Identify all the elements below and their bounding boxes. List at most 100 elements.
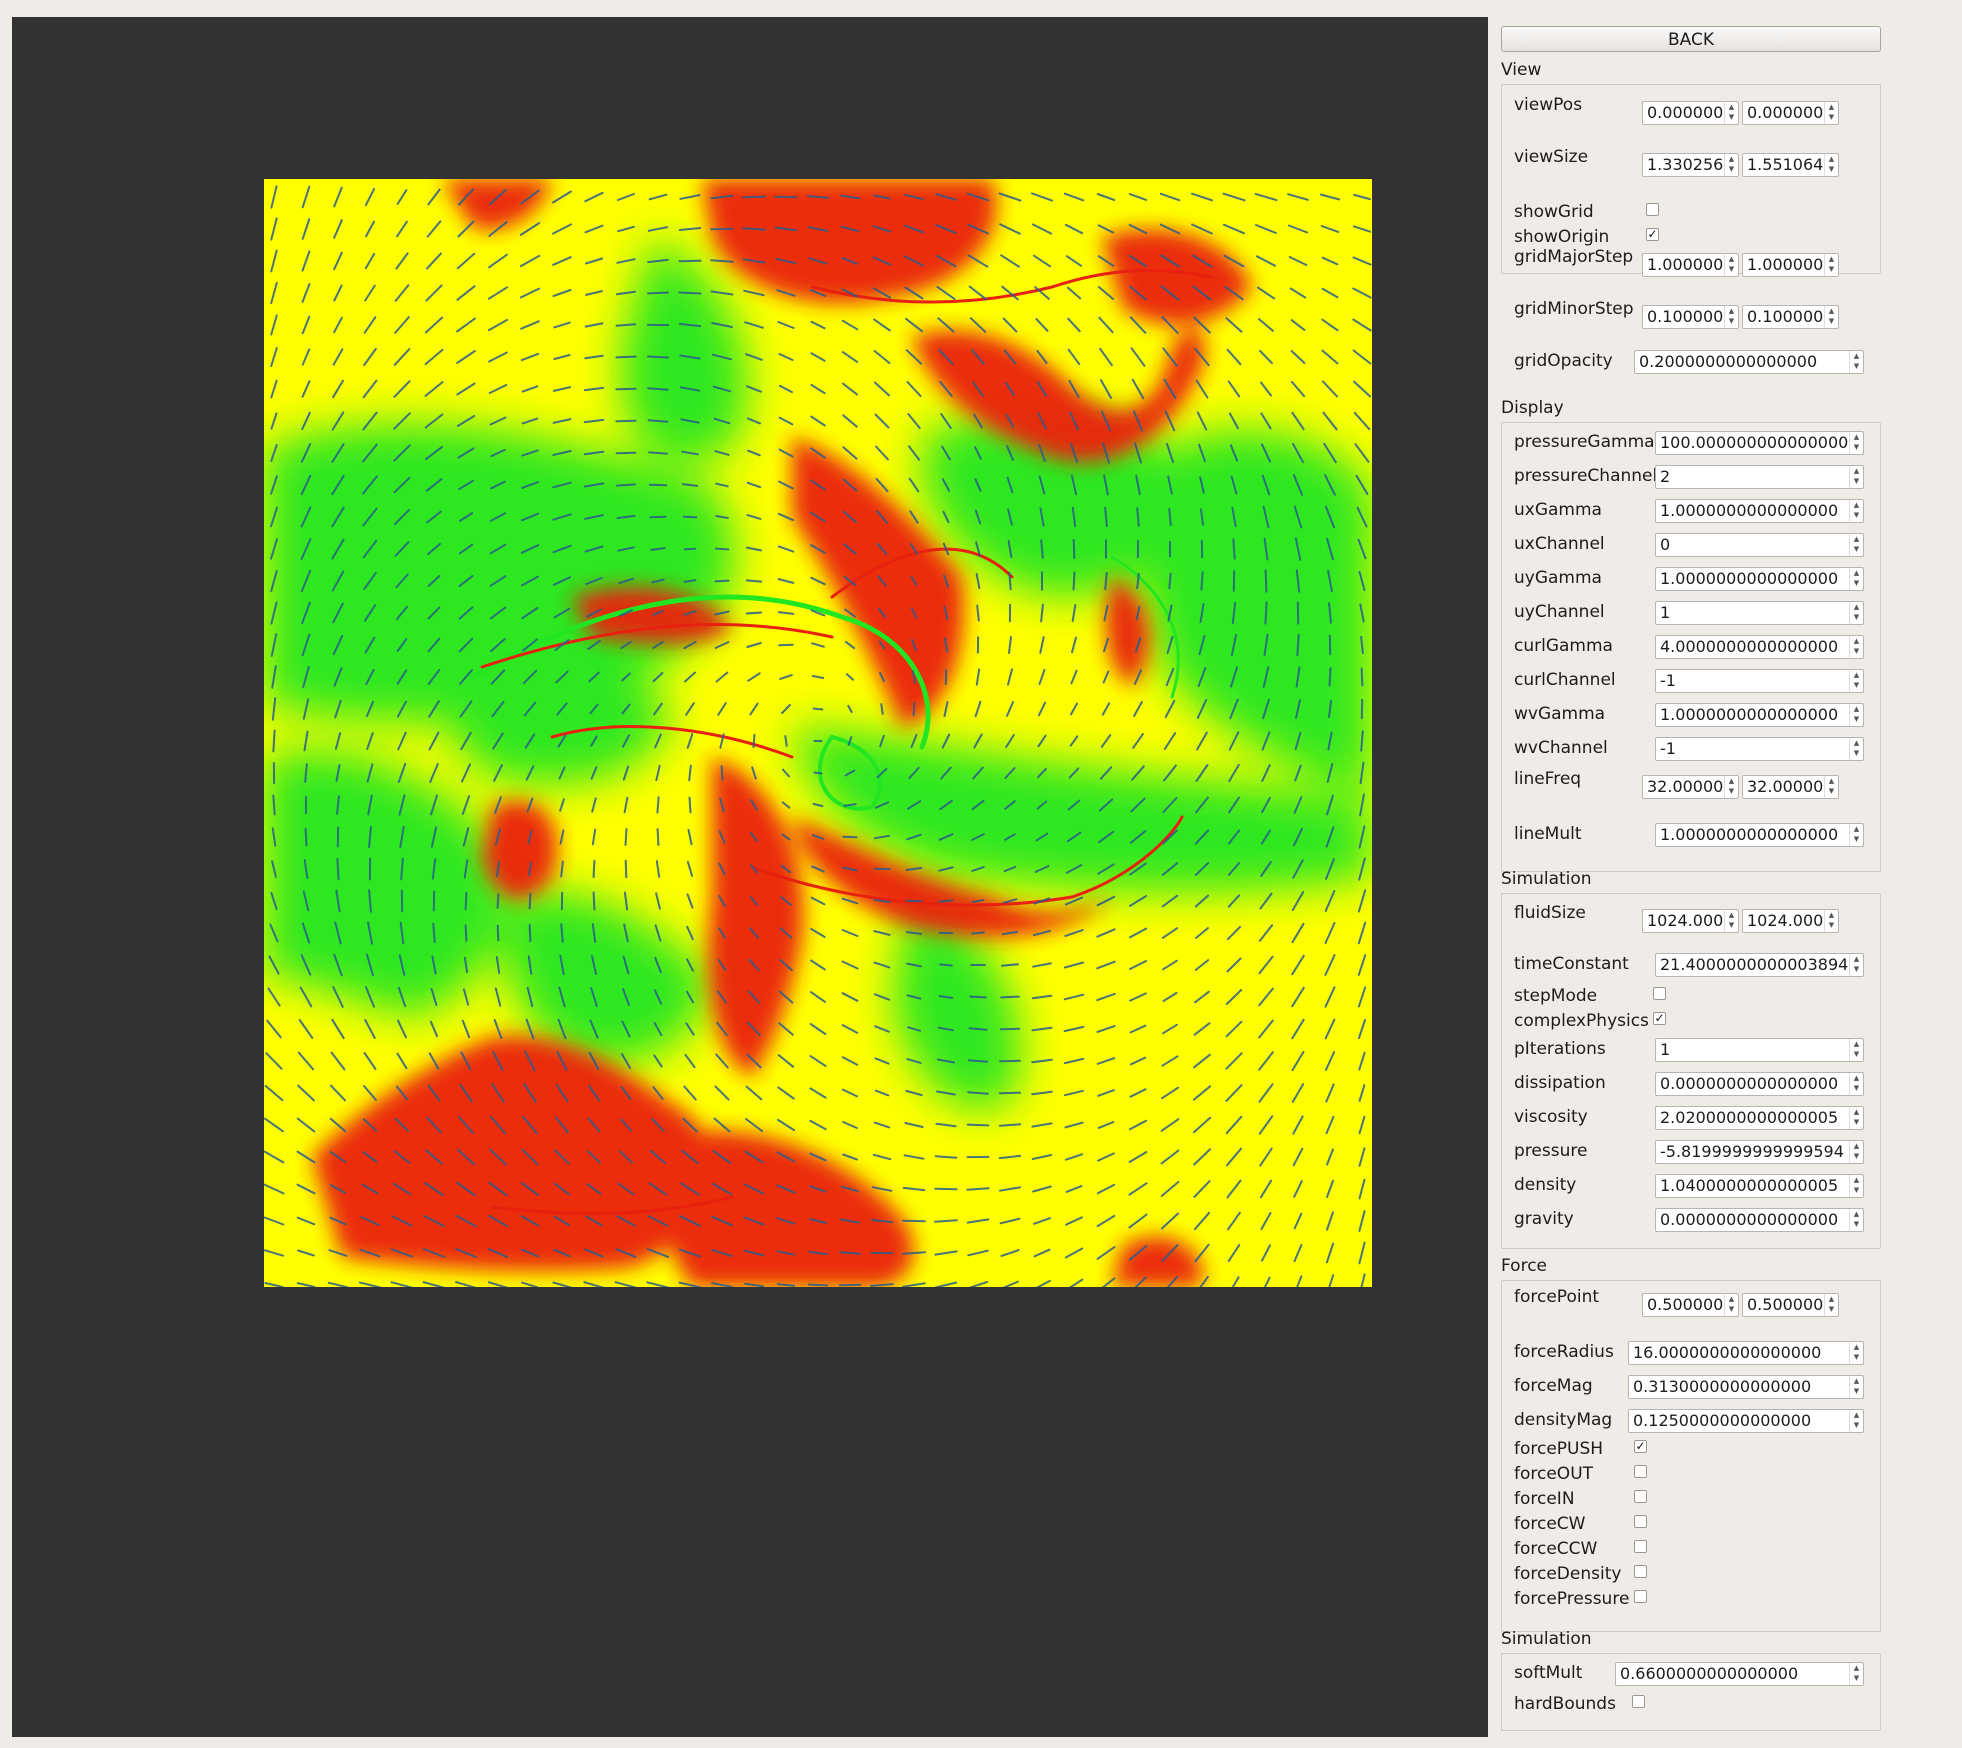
- spin-arrows-icon[interactable]: ▲ ▼: [1849, 1376, 1863, 1398]
- showGrid-checkbox[interactable]: [1646, 203, 1659, 216]
- spin-arrows-icon[interactable]: ▲ ▼: [1849, 1141, 1863, 1163]
- spin-arrows-icon[interactable]: ▲ ▼: [1849, 1663, 1863, 1685]
- lineMult-spinbox[interactable]: 1.0000000000000000 ▲ ▼: [1655, 823, 1864, 847]
- spin-arrows-icon[interactable]: ▲ ▼: [1724, 306, 1738, 328]
- showOrigin-checkbox[interactable]: ✓: [1646, 227, 1659, 241]
- spin-arrows-icon[interactable]: ▲ ▼: [1724, 154, 1738, 176]
- stepMode-checkbox[interactable]: [1653, 987, 1666, 1000]
- spin-arrows-icon[interactable]: ▲ ▼: [1824, 306, 1838, 328]
- spin-arrows-icon[interactable]: ▲ ▼: [1824, 102, 1838, 124]
- hardBounds-checkbox[interactable]: [1632, 1695, 1645, 1708]
- forceOUT-checkbox[interactable]: [1634, 1465, 1647, 1478]
- gridOpacity-spinbox[interactable]: 0.2000000000000000 ▲ ▼: [1634, 350, 1864, 374]
- spin-arrows-icon[interactable]: ▲ ▼: [1849, 568, 1863, 590]
- spin-arrows-icon[interactable]: ▲ ▼: [1824, 1294, 1838, 1316]
- curlGamma-spinbox[interactable]: 4.0000000000000000 ▲ ▼: [1655, 635, 1864, 659]
- spin-arrows-icon[interactable]: ▲ ▼: [1849, 534, 1863, 556]
- timeConstant-spinbox[interactable]: 21.4000000000003894 ▲ ▼: [1655, 953, 1864, 977]
- wvChannel-spinbox[interactable]: -1 ▲ ▼: [1655, 737, 1864, 761]
- uyChannel-spinbox[interactable]: 1 ▲ ▼: [1655, 601, 1864, 625]
- uxChannel-spinbox[interactable]: 0 ▲ ▼: [1655, 533, 1864, 557]
- spin-arrows-icon[interactable]: ▲ ▼: [1849, 1107, 1863, 1129]
- row-forceIN: forceIN: [1502, 1486, 1880, 1514]
- spin-arrows-icon[interactable]: ▲ ▼: [1849, 704, 1863, 726]
- pIterations-spinbox[interactable]: 1 ▲ ▼: [1655, 1038, 1864, 1062]
- gravity-spinbox[interactable]: 0.0000000000000000 ▲ ▼: [1655, 1208, 1864, 1232]
- uyGamma-spinbox[interactable]: 1.0000000000000000 ▲ ▼: [1655, 567, 1864, 591]
- forceDensity-checkbox[interactable]: [1634, 1565, 1647, 1578]
- wvGamma-spinbox[interactable]: 1.0000000000000000 ▲ ▼: [1655, 703, 1864, 727]
- spin-arrows-icon[interactable]: ▲ ▼: [1724, 254, 1738, 276]
- forcePUSH-checkbox[interactable]: ✓: [1634, 1439, 1647, 1453]
- spin-arrows-icon[interactable]: ▲ ▼: [1849, 500, 1863, 522]
- spin-arrows-icon[interactable]: ▲ ▼: [1824, 910, 1838, 932]
- spin-arrows-icon[interactable]: ▲ ▼: [1849, 824, 1863, 846]
- forcePressure-checkbox[interactable]: [1634, 1590, 1647, 1603]
- spin-arrows-icon[interactable]: ▲ ▼: [1849, 1175, 1863, 1197]
- spin-arrows-icon[interactable]: ▲ ▼: [1724, 102, 1738, 124]
- spin-arrows-icon[interactable]: ▲ ▼: [1849, 1209, 1863, 1231]
- spin-arrows-icon[interactable]: ▲ ▼: [1849, 1073, 1863, 1095]
- spin-arrows-icon[interactable]: ▲ ▼: [1849, 1039, 1863, 1061]
- settings-panel: BACK View viewPos 0.000000 ▲ ▼ 0.000000 ▲ ▼ view…: [1495, 0, 1962, 1748]
- simulation-viewport[interactable]: [12, 17, 1488, 1737]
- spin-arrows-icon[interactable]: ▲ ▼: [1849, 351, 1863, 373]
- group-title-simulation: Simulation: [1501, 869, 1592, 889]
- spin-arrows-icon[interactable]: ▲ ▼: [1824, 154, 1838, 176]
- gridMinorStep-x-spinbox[interactable]: 0.100000 ▲ ▼: [1642, 305, 1739, 329]
- spin-arrows-icon[interactable]: ▲ ▼: [1849, 670, 1863, 692]
- back-button[interactable]: BACK: [1501, 26, 1881, 52]
- viewPos-y-spinbox[interactable]: 0.000000 ▲ ▼: [1742, 101, 1839, 125]
- viewSize-x-spinbox[interactable]: 1.330256 ▲ ▼: [1642, 153, 1739, 177]
- spin-arrows-icon[interactable]: ▲ ▼: [1724, 910, 1738, 932]
- lineFreq-y-spinbox[interactable]: 32.000000▲▼: [1742, 775, 1839, 799]
- viscosity-spinbox[interactable]: 2.0200000000000005 ▲ ▼: [1655, 1106, 1864, 1130]
- spin-arrows-icon[interactable]: ▲ ▼: [1849, 432, 1863, 454]
- forceMag-spinbox[interactable]: 0.3130000000000000 ▲ ▼: [1628, 1375, 1864, 1399]
- uyChannel-spinbox-value: 1: [1660, 603, 1671, 622]
- spin-arrows-icon[interactable]: ▲ ▼: [1849, 466, 1863, 488]
- gridMinorStep-y-spinbox[interactable]: 0.100000 ▲ ▼: [1742, 305, 1839, 329]
- forceRadius-spinbox[interactable]: 16.0000000000000000 ▲ ▼: [1628, 1341, 1864, 1365]
- spin-arrows-icon[interactable]: ▲ ▼: [1724, 776, 1738, 798]
- row-forceDensity: forceDensity: [1502, 1561, 1880, 1589]
- uxGamma-spinbox[interactable]: 1.0000000000000000 ▲ ▼: [1655, 499, 1864, 523]
- label-densityMag: densityMag: [1514, 1410, 1613, 1430]
- forcePoint-x-spinbox[interactable]: 0.500000 ▲ ▼: [1642, 1293, 1739, 1317]
- curlChannel-spinbox[interactable]: -1 ▲ ▼: [1655, 669, 1864, 693]
- forceIN-checkbox[interactable]: [1634, 1490, 1647, 1503]
- pressureGamma-spinbox[interactable]: 100.0000000000000000 ▲ ▼: [1655, 431, 1864, 455]
- complexPhysics-checkbox[interactable]: ✓: [1653, 1011, 1666, 1025]
- spin-arrows-icon[interactable]: ▲ ▼: [1849, 954, 1863, 976]
- viewPos-y-spinbox-value: 0.000000: [1747, 103, 1824, 122]
- spin-arrows-icon[interactable]: ▲ ▼: [1849, 1342, 1863, 1364]
- viewSize-y-spinbox[interactable]: 1.551064 ▲ ▼: [1742, 153, 1839, 177]
- spin-arrows-icon[interactable]: ▲ ▼: [1849, 738, 1863, 760]
- spin-arrows-icon[interactable]: ▲ ▼: [1849, 636, 1863, 658]
- densityMag-spinbox[interactable]: 0.1250000000000000 ▲ ▼: [1628, 1409, 1864, 1433]
- fluidSize-y-spinbox[interactable]: 1024.000000▲▼: [1742, 909, 1839, 933]
- spin-arrows-icon[interactable]: ▲ ▼: [1724, 1294, 1738, 1316]
- curlGamma-spinbox-value: 4.0000000000000000: [1660, 637, 1839, 656]
- fluid-field-canvas[interactable]: [12, 17, 1488, 1737]
- spin-arrows-icon[interactable]: ▲ ▼: [1849, 602, 1863, 624]
- density-spinbox[interactable]: 1.0400000000000005 ▲ ▼: [1655, 1174, 1864, 1198]
- row-uyGamma: uyGamma 1.0000000000000000 ▲ ▼: [1502, 565, 1880, 593]
- row-forcePoint: forcePoint 0.500000 ▲ ▼ 0.500000 ▲ ▼: [1502, 1287, 1880, 1319]
- forcePoint-y-spinbox[interactable]: 0.500000 ▲ ▼: [1742, 1293, 1839, 1317]
- lineFreq-x-spinbox[interactable]: 32.000000▲▼: [1642, 775, 1739, 799]
- pressureChannel-spinbox[interactable]: 2 ▲ ▼: [1655, 465, 1864, 489]
- spin-arrows-icon[interactable]: ▲ ▼: [1824, 254, 1838, 276]
- spin-arrows-icon[interactable]: ▲ ▼: [1849, 1410, 1863, 1432]
- fluidSize-x-spinbox[interactable]: 1024.000000▲▼: [1642, 909, 1739, 933]
- forceCCW-checkbox[interactable]: [1634, 1540, 1647, 1553]
- gridMajorStep-y-spinbox[interactable]: 1.000000 ▲ ▼: [1742, 253, 1839, 277]
- gridMajorStep-x-spinbox[interactable]: 1.000000 ▲ ▼: [1642, 253, 1739, 277]
- spin-arrows-icon[interactable]: ▲ ▼: [1824, 776, 1838, 798]
- softMult-spinbox[interactable]: 0.6600000000000000 ▲ ▼: [1615, 1662, 1864, 1686]
- row-wvGamma: wvGamma 1.0000000000000000 ▲ ▼: [1502, 701, 1880, 729]
- pressure-spinbox[interactable]: -5.8199999999999594 ▲ ▼: [1655, 1140, 1864, 1164]
- viewPos-x-spinbox[interactable]: 0.000000 ▲ ▼: [1642, 101, 1739, 125]
- dissipation-spinbox[interactable]: 0.0000000000000000 ▲ ▼: [1655, 1072, 1864, 1096]
- forceCW-checkbox[interactable]: [1634, 1515, 1647, 1528]
